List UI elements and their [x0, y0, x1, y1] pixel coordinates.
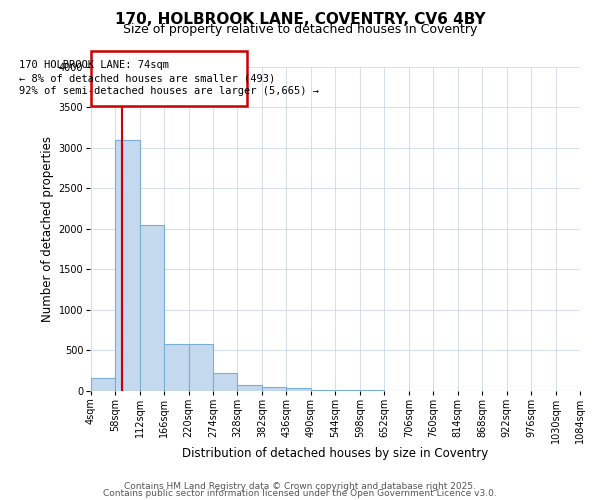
Bar — [262, 387, 286, 390]
Text: Contains HM Land Registry data © Crown copyright and database right 2025.: Contains HM Land Registry data © Crown c… — [124, 482, 476, 491]
FancyBboxPatch shape — [91, 50, 247, 106]
Bar — [238, 384, 262, 390]
Bar — [115, 140, 140, 390]
X-axis label: Distribution of detached houses by size in Coventry: Distribution of detached houses by size … — [182, 447, 488, 460]
Bar — [91, 378, 115, 390]
Text: 170 HOLBROOK LANE: 74sqm
← 8% of detached houses are smaller (493)
92% of semi-d: 170 HOLBROOK LANE: 74sqm ← 8% of detache… — [19, 60, 319, 96]
Bar — [188, 344, 213, 390]
Text: 170, HOLBROOK LANE, COVENTRY, CV6 4BY: 170, HOLBROOK LANE, COVENTRY, CV6 4BY — [115, 12, 485, 28]
Y-axis label: Number of detached properties: Number of detached properties — [41, 136, 55, 322]
Bar — [286, 388, 311, 390]
Text: Size of property relative to detached houses in Coventry: Size of property relative to detached ho… — [123, 22, 477, 36]
Text: Contains public sector information licensed under the Open Government Licence v3: Contains public sector information licen… — [103, 490, 497, 498]
Bar — [213, 373, 238, 390]
Bar — [140, 224, 164, 390]
Bar — [164, 344, 188, 390]
